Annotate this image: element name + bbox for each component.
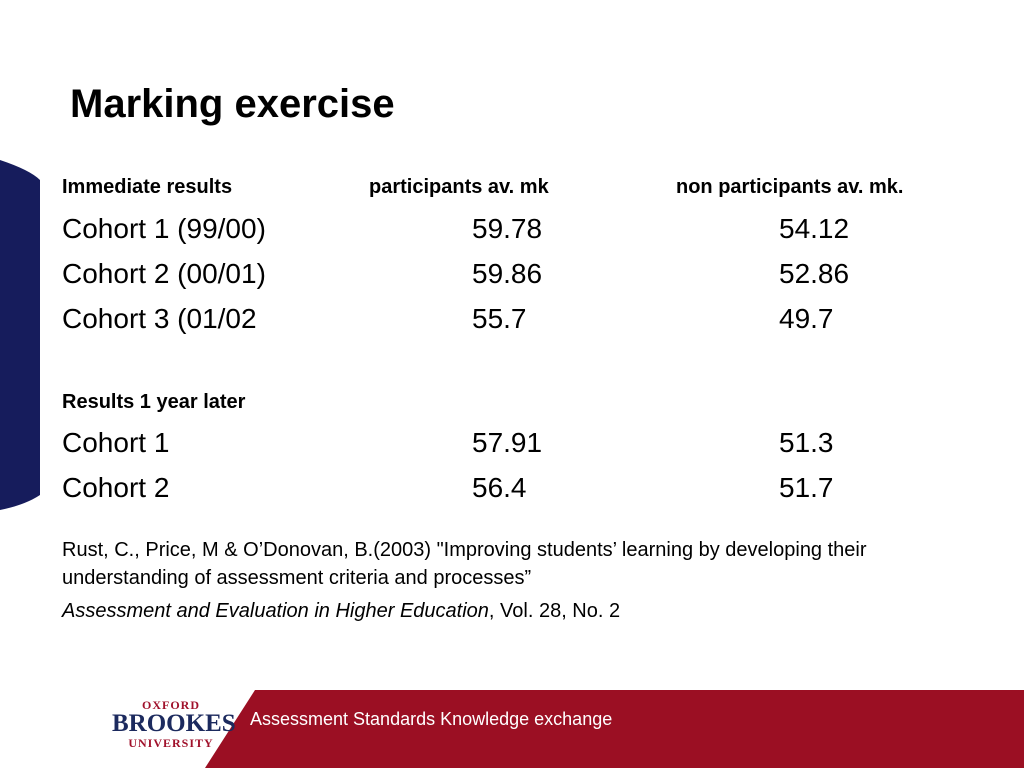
- header-participants: participants av. mk: [369, 176, 549, 198]
- row-label: Cohort 1: [62, 427, 170, 458]
- row-non-participants-value: 51.7: [779, 472, 834, 503]
- reference-journal-line: Assessment and Evaluation in Higher Educ…: [62, 597, 962, 625]
- header-non-participants: non participants av. mk.: [676, 176, 904, 198]
- row-non-participants-value: 49.7: [779, 303, 834, 334]
- reference-volume: , Vol. 28, No. 2: [488, 600, 621, 622]
- side-accent-bar: [0, 160, 40, 510]
- logo-line-oxford: OXFORD: [142, 698, 200, 712]
- logo-line-university: UNIVERSITY: [128, 736, 214, 750]
- row-non-participants-value: 52.86: [779, 258, 850, 289]
- row-non-participants-value: 54.12: [779, 213, 850, 244]
- row-non-participants-value: 51.3: [779, 427, 834, 458]
- row-label: Cohort 2 (00/01): [62, 258, 266, 289]
- header-immediate-results: Immediate results: [62, 176, 233, 198]
- row-label: Cohort 2: [62, 472, 170, 503]
- row-label: Cohort 1 (99/00): [62, 213, 266, 244]
- row-participants-value: 59.86: [472, 258, 543, 289]
- row-participants-value: 55.7: [472, 303, 527, 334]
- footer-bar: OXFORD BROOKES UNIVERSITY Assessment Sta…: [0, 690, 1024, 768]
- row-participants-value: 57.91: [472, 427, 543, 458]
- row-label: Cohort 3 (01/02: [62, 303, 257, 334]
- footer-text: Assessment Standards Knowledge exchange: [250, 709, 613, 729]
- row-participants-value: 56.4: [472, 472, 527, 503]
- oxford-brookes-logo: OXFORD BROOKES UNIVERSITY: [112, 698, 236, 762]
- reference-citation: Rust, C., Price, M & O’Donovan, B.(2003)…: [62, 539, 867, 589]
- slide-title: Marking exercise: [70, 82, 395, 126]
- footer-band-shape: [205, 690, 1024, 768]
- section-header-one-year-later: Results 1 year later: [62, 391, 246, 413]
- reference-journal: Assessment and Evaluation in Higher Educ…: [62, 600, 489, 622]
- row-participants-value: 59.78: [472, 213, 543, 244]
- logo-line-brookes: BROOKES: [112, 710, 236, 737]
